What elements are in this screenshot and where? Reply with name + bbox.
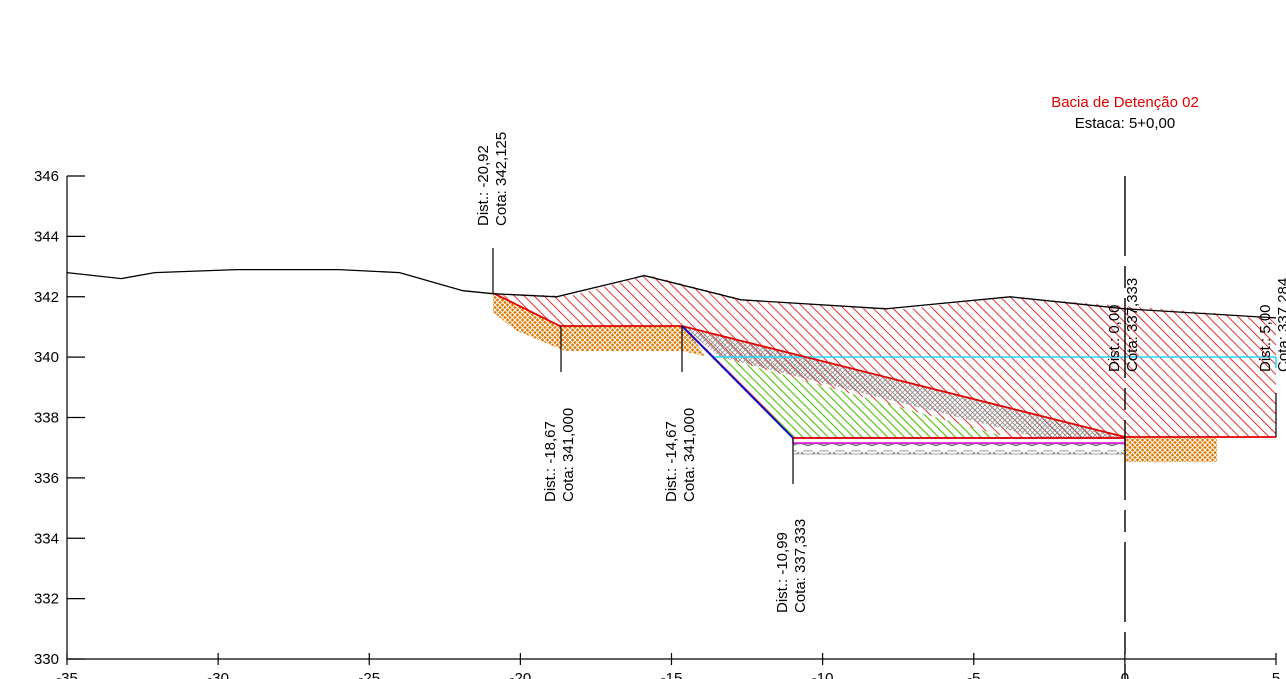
annotation-1-cota: Cota: 342,125 [493, 132, 510, 226]
y-tick-label-5: 336 [34, 470, 59, 487]
y-axis: 346 344 342 340 338 336 334 332 330 [34, 168, 85, 668]
annotation-5-dist: Dist.: 0,00 [1106, 304, 1123, 372]
x-tick-label-2: -25 [358, 670, 380, 679]
station-label: Estaca: 5+0,00 [1075, 115, 1176, 132]
annotation-4-cota: Cota: 337,333 [792, 519, 809, 613]
x-axis: -35-30-25-20-15-10-505 [56, 653, 1280, 679]
annotation-4: Dist.: -10,99 Cota: 337,333 [774, 519, 809, 613]
fill-area-left [493, 293, 682, 351]
y-tick-label-6: 334 [34, 530, 59, 547]
annotation-3-dist: Dist.: -14,67 [663, 421, 680, 502]
green-hatch-area [720, 357, 1010, 438]
y-tick-label-4: 338 [34, 410, 59, 427]
annotation-2-dist: Dist.: -18,67 [542, 421, 559, 502]
annotation-2: Dist.: -18,67 Cota: 341,000 [542, 408, 577, 502]
annotation-1: Dist.: -20,92 Cota: 342,125 [475, 132, 510, 226]
x-tick-label-8: 5 [1272, 670, 1280, 679]
x-tick-label-1: -30 [207, 670, 229, 679]
gravel-layer [792, 443, 1126, 455]
slope-line [681, 325, 794, 439]
y-tick-label-3: 340 [34, 349, 59, 366]
x-tick-label-0: -35 [56, 670, 78, 679]
fill-area-slope [682, 326, 705, 356]
y-tick-label-0: 346 [34, 168, 59, 185]
annotation-4-dist: Dist.: -10,99 [774, 532, 791, 613]
annotation-6: Dist.: 5,00 Cota: 337,284 [1257, 278, 1286, 372]
annotation-5: Dist.: 0,00 Cota: 337,333 [1106, 278, 1141, 372]
annotation-5-cota: Cota: 337,333 [1124, 278, 1141, 372]
y-tick-label-7: 332 [34, 591, 59, 608]
annotation-1-dist: Dist.: -20,92 [475, 145, 492, 226]
basin-title: Bacia de Detenção 02 [1051, 94, 1199, 111]
fill-area-right [1125, 438, 1217, 462]
x-tick-label-3: -20 [510, 670, 532, 679]
x-tick-label-5: -10 [812, 670, 834, 679]
annotation-3-cota: Cota: 341,000 [681, 408, 698, 502]
y-tick-label-1: 344 [34, 228, 59, 245]
x-tick-label-6: -5 [967, 670, 980, 679]
annotation-6-dist: Dist.: 5,00 [1257, 304, 1274, 372]
annotation-2-cota: Cota: 341,000 [560, 408, 577, 502]
x-tick-label-4: -15 [661, 670, 683, 679]
y-tick-label-2: 342 [34, 289, 59, 306]
terrain-line [66, 268, 1277, 319]
annotation-3: Dist.: -14,67 Cota: 341,000 [663, 408, 698, 502]
annotation-6-cota: Cota: 337,284 [1275, 278, 1286, 372]
y-tick-label-8: 330 [34, 651, 59, 668]
